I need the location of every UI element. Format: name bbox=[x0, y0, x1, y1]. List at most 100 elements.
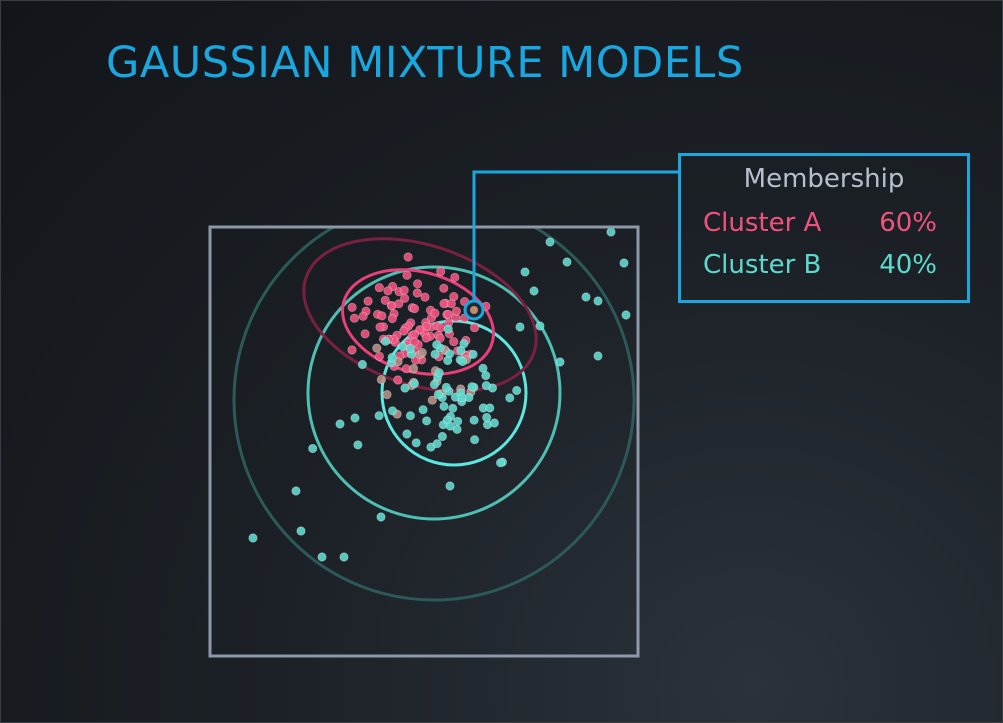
cluster-a-point bbox=[439, 283, 449, 293]
cluster-b-point bbox=[376, 512, 386, 522]
cluster-b-point bbox=[434, 368, 444, 378]
cluster-b-point bbox=[296, 526, 306, 536]
cluster-a-point bbox=[420, 292, 430, 302]
cluster-a-point bbox=[403, 252, 413, 262]
cluster-b-point bbox=[606, 227, 616, 237]
cluster-b-point bbox=[405, 411, 415, 421]
cluster-a-point bbox=[409, 303, 420, 314]
membership-callout: Membership Cluster A 60% Cluster B 40% bbox=[678, 153, 970, 303]
cluster-a-point bbox=[399, 293, 410, 303]
mixed-point bbox=[376, 374, 386, 385]
cluster-b-point bbox=[439, 401, 449, 411]
cluster-a-label: Cluster A bbox=[703, 208, 822, 238]
cluster-b-point bbox=[443, 355, 453, 366]
cluster-b-point bbox=[432, 439, 442, 449]
membership-title: Membership bbox=[743, 164, 905, 194]
cluster-b-point bbox=[429, 379, 439, 390]
cluster-b-point bbox=[485, 403, 495, 413]
cluster-b-point bbox=[445, 421, 455, 431]
cluster-a-point bbox=[377, 311, 387, 321]
cluster-b-point bbox=[387, 352, 397, 362]
cluster-b-label: Cluster B bbox=[703, 250, 822, 280]
cluster-a-point bbox=[415, 325, 425, 335]
cluster-b-point bbox=[481, 370, 491, 381]
cluster-a-point bbox=[393, 375, 403, 385]
cluster-b-point bbox=[593, 351, 603, 361]
cluster-b-point bbox=[467, 382, 477, 392]
cluster-a-point bbox=[436, 322, 446, 333]
cluster-b-point bbox=[350, 413, 360, 423]
cluster-a-point bbox=[383, 286, 393, 296]
plot-frame bbox=[208, 225, 640, 658]
cluster-b-point bbox=[400, 383, 410, 393]
cluster-a-point bbox=[374, 282, 384, 293]
cluster-b-point bbox=[457, 393, 467, 403]
cluster-a-point bbox=[430, 308, 440, 318]
cluster-a-point bbox=[469, 323, 480, 333]
cluster-b-point bbox=[291, 486, 301, 496]
cluster-a-point bbox=[412, 288, 422, 298]
mixed-point bbox=[408, 363, 419, 374]
cluster-b-point bbox=[380, 336, 391, 346]
cluster-a-point bbox=[375, 322, 385, 332]
cluster-a-point bbox=[363, 296, 373, 306]
cluster-a-point bbox=[347, 302, 357, 312]
cluster-a-point bbox=[394, 299, 404, 309]
cluster-b-point bbox=[308, 443, 318, 454]
cluster-a-point bbox=[358, 311, 368, 321]
cluster-b-point bbox=[433, 389, 443, 400]
cluster-b-point bbox=[432, 340, 442, 350]
data-points bbox=[248, 227, 631, 562]
cluster-b-point bbox=[448, 403, 458, 413]
cluster-a-point bbox=[451, 306, 461, 316]
cluster-a-point bbox=[399, 326, 409, 336]
mixed-point bbox=[372, 343, 382, 353]
cluster-b-point bbox=[619, 258, 629, 268]
cluster-b-point bbox=[339, 552, 349, 562]
cluster-a-point bbox=[349, 313, 359, 323]
slide-title: GAUSSIAN MIXTURE MODELS bbox=[106, 38, 744, 88]
highlighted-point[interactable] bbox=[470, 306, 478, 314]
cluster-b-point bbox=[418, 405, 428, 415]
cluster-b-point bbox=[495, 458, 506, 468]
cluster-a-point bbox=[443, 309, 453, 319]
cluster-b-point bbox=[468, 349, 478, 359]
cluster-b-point bbox=[529, 286, 539, 296]
cluster-b-point bbox=[545, 237, 555, 247]
cluster-b-point bbox=[317, 552, 327, 562]
cluster-b-point bbox=[459, 339, 469, 349]
cluster-b-point bbox=[505, 393, 515, 403]
cluster-b-point bbox=[402, 429, 412, 439]
cluster-b-point bbox=[621, 310, 631, 320]
cluster-b-point bbox=[445, 481, 455, 491]
cluster-a-point bbox=[387, 313, 397, 324]
cluster-b-point bbox=[353, 440, 363, 450]
cluster-a-point bbox=[380, 295, 390, 305]
cluster-a-point bbox=[360, 329, 370, 339]
cluster-b-point bbox=[469, 415, 479, 425]
cluster-a-point bbox=[421, 333, 431, 343]
cluster-b-point bbox=[248, 533, 258, 543]
cluster-b-point bbox=[453, 416, 463, 426]
cluster-b-point bbox=[411, 438, 421, 448]
cluster-a-point bbox=[347, 345, 357, 355]
callout-connector bbox=[472, 170, 678, 302]
cluster-b-point bbox=[489, 418, 499, 428]
cluster-b-point bbox=[421, 416, 432, 426]
cluster-b-contour-mid bbox=[306, 265, 562, 521]
cluster-b-point bbox=[457, 356, 468, 367]
cluster-b-point bbox=[357, 359, 367, 370]
cluster-b-point bbox=[482, 412, 492, 423]
cluster-b-point bbox=[443, 324, 453, 334]
cluster-b-point bbox=[441, 382, 451, 392]
cluster-a-point bbox=[374, 351, 384, 361]
cluster-b-point bbox=[335, 419, 345, 429]
cluster-b-point bbox=[555, 357, 565, 367]
cluster-b-value: 40% bbox=[879, 250, 937, 280]
cluster-a-point bbox=[409, 337, 419, 347]
cluster-b-point bbox=[409, 379, 419, 389]
cluster-b-point bbox=[515, 322, 525, 332]
cluster-a-point bbox=[399, 285, 409, 295]
cluster-b-point bbox=[405, 343, 415, 354]
